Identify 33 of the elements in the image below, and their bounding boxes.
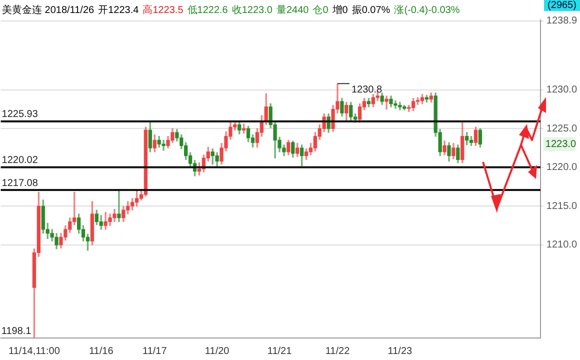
text: (2965)	[544, 0, 580, 11]
chart-title: 美黄金连 2018/11/26	[2, 5, 94, 16]
candlestick	[162, 140, 166, 151]
text: 开1223.4	[98, 5, 139, 16]
text: 低1222.6	[187, 5, 228, 16]
x-tick-label: 11/22	[325, 346, 350, 357]
candlestick	[117, 190, 121, 222]
x-tick-label: 11/16	[88, 346, 114, 357]
text: 涨(-0.4)-0.03%	[394, 5, 460, 16]
x-tick-label: 11/23	[388, 346, 412, 357]
x-tick-label: 11/14,11:00	[8, 346, 60, 357]
x-tick-label: 11/21	[267, 346, 292, 357]
y-tick-label: 1238.9	[546, 16, 578, 27]
text: 收1223.0	[232, 5, 272, 16]
y-tick-label: 1225.0	[546, 123, 578, 134]
text: 振0.07%	[352, 5, 390, 16]
text: 高1223.5	[142, 5, 184, 16]
x-tick-label: 11/17	[142, 346, 168, 357]
text: 仓0	[312, 5, 328, 16]
text: 1223.0	[545, 138, 576, 150]
x-tick-label: 11/20	[204, 346, 230, 357]
text: 量2440	[276, 5, 309, 16]
ref-line-label: 1217.08	[2, 178, 38, 189]
annotation: 1230.8	[351, 84, 383, 96]
candlestick	[384, 96, 388, 110]
y-tick-label: 1220.0	[546, 162, 578, 174]
y-tick-label: 1230.0	[546, 84, 578, 96]
annotation: 1198.1	[1, 326, 32, 337]
ref-line-label: 1220.02	[2, 154, 38, 166]
y-tick-label: 1215.0	[546, 200, 578, 212]
text: 增0	[332, 5, 348, 16]
ref-line-label: 1225.93	[2, 109, 38, 120]
y-tick-label: 1210.0	[546, 240, 578, 251]
